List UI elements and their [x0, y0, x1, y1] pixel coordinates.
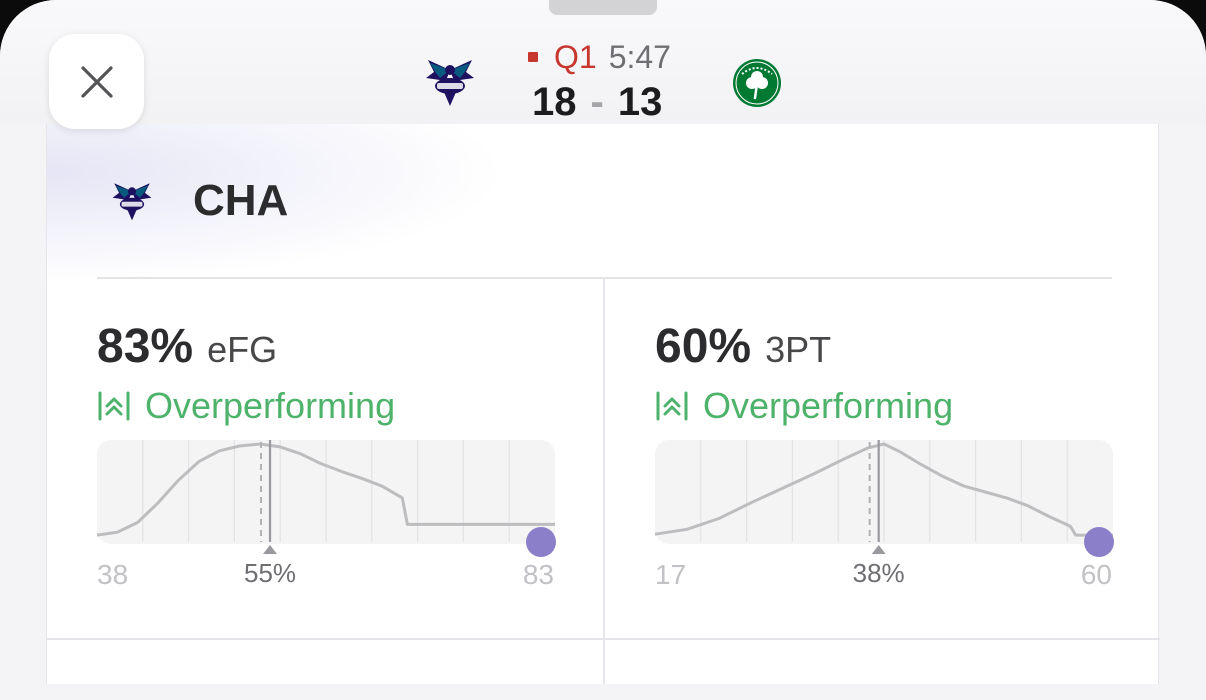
chart-max-label: 83 — [523, 559, 554, 590]
sheet-grabber[interactable] — [549, 0, 657, 15]
divider — [97, 277, 1112, 279]
divider — [47, 638, 1160, 640]
chart-mean-label: 55% — [244, 558, 296, 588]
stat-panel-3pt[interactable]: 60% 3PT Overperforming 17 38% 60 — [605, 279, 1161, 639]
clock-time: 5:47 — [608, 38, 671, 75]
team-abbreviation: CHA — [193, 176, 289, 225]
hornets-logo — [426, 60, 474, 106]
stat-panel-efg[interactable]: 83% eFG Overperforming 38 55% 83 — [47, 279, 603, 639]
performance-status: Overperforming — [655, 385, 953, 427]
live-indicator — [528, 52, 538, 62]
stat-line: 60% 3PT — [655, 319, 831, 374]
chart-max-label: 60 — [1081, 559, 1112, 590]
double-chevron-up-icon — [656, 391, 688, 421]
stat-value: 60% — [655, 320, 752, 373]
team-header: CHA — [47, 124, 1160, 277]
status-label: Overperforming — [145, 385, 396, 426]
score-separator: - — [590, 79, 604, 124]
stat-value: 83% — [97, 320, 194, 373]
divider — [603, 279, 605, 684]
celtics-logo — [733, 59, 781, 107]
performance-status: Overperforming — [97, 385, 395, 427]
chart-current-marker — [526, 527, 556, 557]
quarter: Q1 — [554, 38, 597, 75]
home-score: 18 — [532, 79, 577, 124]
chart-min-label: 17 — [655, 559, 686, 590]
chart-current-marker — [1084, 527, 1114, 557]
stat-label: 3PT — [765, 329, 832, 370]
chart-mean-marker — [263, 545, 278, 554]
double-chevron-up-icon — [98, 391, 130, 421]
stat-label: eFG — [207, 329, 278, 370]
game-clock: Q1 5:47 — [528, 39, 688, 75]
scoreboard: Q1 5:47 18 - 13 — [420, 36, 790, 126]
score: 18 - 13 — [532, 80, 692, 124]
status-label: Overperforming — [703, 385, 954, 426]
chart-mean-label: 38% — [853, 558, 905, 588]
chart-min-label: 38 — [97, 559, 128, 590]
team-stats-card: CHA 83% eFG Overperforming 38 55% 83 60% 3… — [46, 124, 1161, 684]
chart-curve — [654, 442, 1113, 537]
hornets-logo — [112, 183, 152, 221]
stat-line: 83% eFG — [97, 319, 277, 374]
distribution-chart: 38 55% 83 — [96, 440, 556, 590]
header-band — [0, 0, 1206, 124]
away-score: 13 — [617, 79, 663, 124]
chart-svg: 17 38% 60 — [654, 440, 1114, 590]
distribution-chart: 17 38% 60 — [654, 440, 1114, 590]
close-button[interactable] — [49, 34, 144, 129]
chart-svg: 38 55% 83 — [96, 440, 556, 590]
chart-mean-marker — [871, 545, 886, 554]
close-icon — [80, 65, 113, 98]
